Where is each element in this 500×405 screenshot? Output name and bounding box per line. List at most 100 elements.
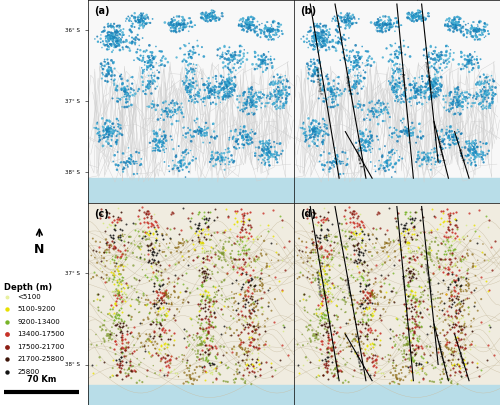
Point xyxy=(162,145,170,152)
Point xyxy=(374,22,382,29)
Point xyxy=(490,352,498,358)
Point xyxy=(330,162,338,168)
Point xyxy=(210,85,218,91)
Point xyxy=(367,144,375,150)
Point xyxy=(184,84,192,91)
Point xyxy=(269,19,277,25)
Point xyxy=(414,364,422,371)
Point xyxy=(316,271,324,278)
Point xyxy=(324,330,332,336)
Point xyxy=(366,290,374,297)
Point xyxy=(448,324,456,331)
Point xyxy=(390,365,398,371)
Point xyxy=(259,143,267,149)
Point xyxy=(410,84,418,91)
Point xyxy=(178,100,186,107)
Point xyxy=(106,345,114,351)
Point xyxy=(450,233,458,239)
Point xyxy=(150,256,158,263)
Point xyxy=(160,290,168,297)
Point xyxy=(240,357,248,364)
Point xyxy=(196,303,203,310)
Point xyxy=(206,13,214,19)
Point xyxy=(132,17,140,24)
Point xyxy=(317,72,325,79)
Point xyxy=(133,356,141,362)
Point xyxy=(206,89,214,96)
Point xyxy=(374,18,382,25)
Point xyxy=(458,234,466,240)
Point xyxy=(126,364,134,371)
Point xyxy=(392,88,400,95)
Point xyxy=(408,248,416,255)
Point xyxy=(322,280,330,287)
Point xyxy=(316,231,324,238)
Point xyxy=(258,100,266,107)
Point xyxy=(214,350,222,357)
Point xyxy=(160,132,168,139)
Point xyxy=(318,38,326,45)
Point xyxy=(160,108,168,115)
Point xyxy=(274,89,282,96)
Point xyxy=(194,354,202,360)
Point xyxy=(461,63,469,69)
Point xyxy=(388,174,396,180)
Point xyxy=(260,238,268,244)
Point xyxy=(410,85,418,92)
Point xyxy=(405,292,413,299)
Point xyxy=(350,314,358,321)
Point xyxy=(368,288,376,295)
Point xyxy=(242,348,250,355)
Point xyxy=(444,43,452,50)
Point xyxy=(156,320,164,327)
Point xyxy=(155,333,163,339)
Point xyxy=(200,53,208,60)
Point xyxy=(416,14,424,21)
Point xyxy=(404,10,412,16)
Point xyxy=(238,23,246,29)
Point xyxy=(113,364,121,371)
Point xyxy=(108,126,116,132)
Point xyxy=(316,330,324,337)
Point xyxy=(242,17,250,23)
Point xyxy=(457,282,465,288)
Point xyxy=(364,58,372,64)
Point xyxy=(310,70,318,77)
Point xyxy=(378,27,386,34)
Point xyxy=(422,237,430,243)
Point xyxy=(150,211,158,217)
Point xyxy=(403,226,411,232)
Point xyxy=(331,365,339,372)
Point xyxy=(456,330,464,336)
Point xyxy=(244,341,252,348)
Point xyxy=(179,237,187,243)
Point xyxy=(150,78,158,84)
Point xyxy=(251,99,259,106)
Point xyxy=(212,354,220,361)
Point xyxy=(246,226,254,232)
Point xyxy=(188,83,196,90)
Point xyxy=(105,132,113,139)
Point xyxy=(478,106,486,112)
Point xyxy=(452,21,460,28)
Point xyxy=(427,43,435,50)
Point xyxy=(268,21,276,28)
Point xyxy=(260,150,268,156)
Point xyxy=(388,362,396,369)
Point xyxy=(417,87,425,93)
Point xyxy=(454,21,462,28)
Point xyxy=(200,255,207,262)
Point xyxy=(327,247,335,253)
Point xyxy=(414,12,422,19)
Point xyxy=(356,72,364,79)
Point xyxy=(250,111,258,117)
Point xyxy=(431,239,439,245)
Point xyxy=(132,221,140,227)
Point xyxy=(237,271,245,277)
Point xyxy=(374,333,382,339)
Point xyxy=(342,12,350,18)
Point xyxy=(147,276,155,282)
Point xyxy=(268,151,276,158)
Point xyxy=(233,137,241,144)
Point xyxy=(438,241,446,247)
